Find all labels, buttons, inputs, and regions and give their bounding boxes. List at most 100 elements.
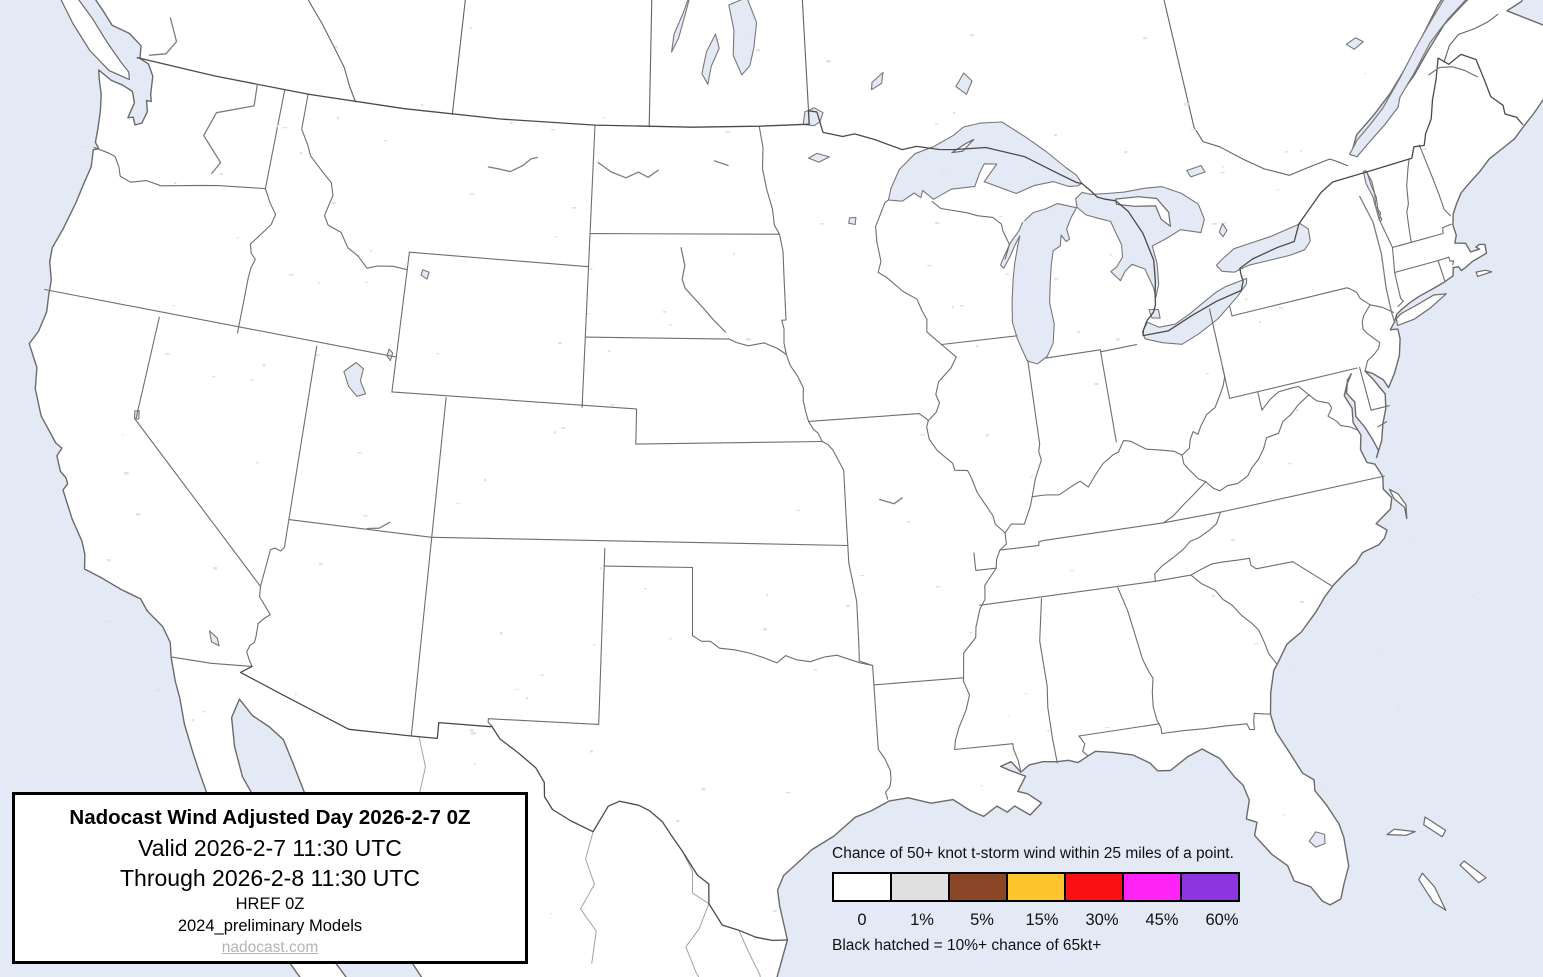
- models-label: 2024_preliminary Models: [177, 917, 363, 935]
- state-border: [1161, 712, 1272, 735]
- state-border: [1004, 496, 1033, 534]
- lake: [1218, 222, 1228, 238]
- state-border: [408, 251, 590, 268]
- lake: [1308, 831, 1326, 848]
- state-border: [999, 522, 1165, 551]
- title-box: Nadocast Wind Adjusted Day 2026-2-7 0Z V…: [12, 792, 528, 964]
- legend-label: 0: [857, 911, 867, 929]
- lake: [1075, 186, 1205, 298]
- state-border: [873, 684, 892, 800]
- state-border: [93, 146, 266, 190]
- legend-label: 15%: [1025, 911, 1059, 929]
- stream-speckles: [81, 27, 1481, 915]
- state-border: [1078, 723, 1160, 737]
- lake: [1215, 223, 1311, 273]
- island: [1423, 816, 1447, 838]
- state-border: [431, 536, 849, 547]
- state-border: [1190, 557, 1333, 587]
- map-title: Nadocast Wind Adjusted Day 2026-2-7 0Z: [69, 806, 471, 829]
- state-border: [236, 188, 277, 334]
- province-border: [801, 0, 810, 112]
- island: [1395, 293, 1447, 327]
- lake: [671, 0, 690, 53]
- state-border: [954, 549, 1001, 751]
- state-border: [1163, 481, 1207, 524]
- legend-swatch-15: [1006, 872, 1066, 902]
- state-border: [807, 413, 929, 422]
- island: [1388, 488, 1408, 520]
- state-border: [1154, 511, 1222, 582]
- state-border: [1100, 344, 1138, 353]
- island: [1386, 828, 1416, 836]
- state-border: [487, 547, 606, 727]
- state-border: [1031, 366, 1226, 498]
- legend-swatch-45: [1122, 872, 1182, 902]
- river: [878, 497, 903, 505]
- state-border: [1208, 308, 1231, 399]
- international-border: [239, 665, 493, 740]
- legend-label: 5%: [970, 911, 994, 929]
- state-border: [778, 233, 787, 356]
- state-border: [391, 251, 410, 393]
- state-border: [135, 316, 271, 667]
- mexico-state-border: [580, 831, 597, 964]
- state-border: [391, 391, 638, 410]
- probability-legend: Chance of 50+ knot t-storm wind within 2…: [832, 845, 1262, 955]
- legend-swatch-60: [1180, 872, 1240, 902]
- state-border: [1027, 360, 1042, 498]
- state-border: [848, 562, 875, 686]
- legend-swatch-0: [832, 872, 892, 902]
- model-label: HREF 0Z: [235, 895, 305, 913]
- lake: [1345, 37, 1364, 50]
- state-border: [589, 233, 781, 235]
- through-time: Through 2026-2-8 11:30 UTC: [119, 865, 421, 891]
- state-border: [1394, 271, 1405, 307]
- state-border: [1078, 735, 1089, 757]
- lake: [955, 72, 973, 95]
- state-border: [44, 288, 397, 358]
- river: [680, 247, 727, 333]
- state-border: [875, 199, 1007, 551]
- river: [713, 160, 729, 167]
- lake: [808, 152, 830, 163]
- mexico-state-border: [738, 929, 761, 977]
- legend-note: Black hatched = 10%+ chance of 65kt+: [832, 937, 1102, 954]
- island: [60, 0, 130, 81]
- state-border: [301, 93, 408, 271]
- legend-swatch-row: [832, 872, 1262, 902]
- nadocast-link[interactable]: nadocast.com: [221, 939, 319, 956]
- state-border: [603, 565, 694, 569]
- state-border: [1039, 597, 1058, 764]
- state-border: [785, 353, 823, 443]
- island: [1418, 872, 1447, 911]
- state-border: [1229, 287, 1371, 317]
- state-border: [1181, 454, 1207, 483]
- state-border: [1437, 260, 1446, 282]
- lake: [728, 0, 758, 76]
- state-border: [1369, 304, 1395, 313]
- legend-swatch-30: [1064, 872, 1124, 902]
- lake: [887, 121, 1083, 202]
- state-border: [1205, 394, 1310, 492]
- state-border: [1391, 246, 1396, 274]
- state-border: [635, 408, 823, 445]
- legend-label: 1%: [910, 911, 934, 929]
- river: [366, 521, 391, 530]
- lake: [1141, 277, 1248, 345]
- valid-time: Valid 2026-2-7 11:30 UTC: [138, 835, 402, 861]
- lake: [848, 216, 857, 226]
- state-border: [979, 580, 1156, 606]
- province-border: [451, 0, 466, 115]
- river: [597, 161, 659, 179]
- state-border: [1359, 366, 1390, 411]
- state-border: [410, 397, 447, 737]
- province-border: [648, 0, 653, 128]
- lake: [343, 361, 367, 397]
- mexico-state-border: [682, 851, 710, 977]
- river: [487, 156, 538, 173]
- international-border: [490, 725, 789, 942]
- legend-label: 60%: [1205, 911, 1239, 929]
- lake: [701, 33, 720, 85]
- state-border: [973, 552, 997, 571]
